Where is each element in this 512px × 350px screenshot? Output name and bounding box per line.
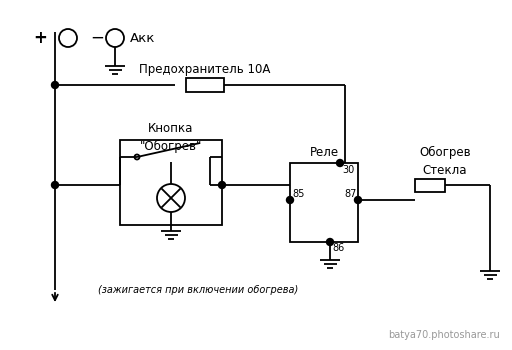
Text: (зажигается при включении обогрева): (зажигается при включении обогрева)	[98, 285, 298, 295]
Text: Акк: Акк	[130, 32, 155, 44]
Text: 30: 30	[342, 165, 354, 175]
Text: 86: 86	[332, 243, 344, 253]
Circle shape	[336, 160, 344, 167]
Circle shape	[52, 182, 58, 189]
Text: Стекла: Стекла	[423, 164, 467, 177]
Text: batya70.photoshare.ru: batya70.photoshare.ru	[388, 330, 500, 340]
Text: "Обогрев": "Обогрев"	[140, 140, 202, 153]
Text: Обогрев: Обогрев	[419, 146, 471, 159]
Circle shape	[52, 82, 58, 89]
Bar	[290, 163, 358, 242]
Text: Кнопка: Кнопка	[148, 121, 194, 134]
Bar	[120, 140, 222, 225]
Circle shape	[354, 196, 361, 203]
Text: Предохранитель 10А: Предохранитель 10А	[139, 63, 271, 77]
Text: −: −	[90, 29, 104, 47]
Circle shape	[327, 238, 333, 245]
Text: 85: 85	[292, 189, 304, 199]
Bar	[186, 78, 224, 92]
Text: Реле: Реле	[309, 146, 338, 159]
Text: +: +	[33, 29, 47, 47]
Circle shape	[287, 196, 293, 203]
Text: 87: 87	[344, 189, 356, 199]
Circle shape	[219, 182, 225, 189]
Bar	[415, 178, 445, 191]
